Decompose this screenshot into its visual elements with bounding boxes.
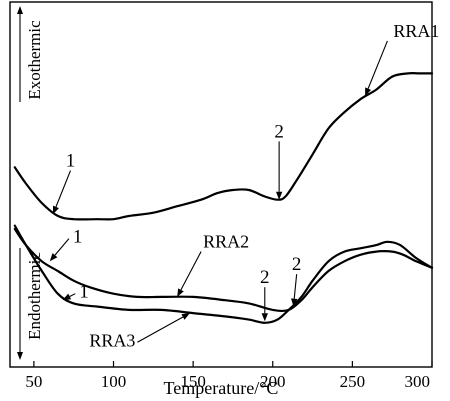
x-tick-label: 150 [180, 372, 206, 391]
annotation-label: 2 [274, 121, 284, 142]
exothermic-label: Exothermic [25, 20, 44, 100]
annotation-arrowhead [261, 313, 268, 322]
annotation-arrowhead [181, 313, 190, 320]
annotation-label: 2 [292, 254, 302, 275]
annotation-arrowhead [62, 293, 72, 301]
x-tick-label: 300 [405, 372, 431, 391]
plot-frame [9, 1, 433, 368]
annotation-arrowhead [49, 253, 58, 262]
curve-rra3 [13, 224, 434, 324]
endothermic-label: Endothermic [25, 252, 44, 340]
x-axis-label: Temperature/°C [164, 378, 279, 398]
annotation-label: 1 [73, 227, 83, 248]
annotation-arrow [367, 40, 388, 89]
x-ticks: 50 100 150 200 250 300 [25, 361, 433, 391]
annotation-label: RRA3 [89, 330, 135, 350]
annotations: 1 2 RRA1 1 1 RRA2 RRA3 2 2 [49, 21, 439, 350]
annotation-arrow [54, 238, 70, 256]
curve-rra2 [13, 227, 434, 313]
annotation-arrow [55, 170, 72, 208]
curve-rra1 [13, 72, 434, 221]
annotation-arrowhead [291, 298, 298, 307]
x-tick-label: 200 [260, 372, 286, 391]
annotation-label: 1 [79, 282, 89, 303]
endothermic-indicator: Endothermic [17, 248, 44, 360]
x-tick-label: 50 [25, 372, 42, 391]
annotation-label: RRA1 [393, 21, 439, 41]
annotation-arrowhead [177, 288, 184, 297]
annotation-label: 1 [66, 151, 76, 172]
annotation-arrowhead [365, 87, 372, 97]
x-tick-label: 250 [340, 372, 366, 391]
annotation-arrowhead [275, 191, 283, 200]
annotation-arrow [137, 316, 184, 343]
x-tick-label: 100 [101, 372, 127, 391]
annotation-label: RRA2 [203, 232, 249, 252]
curves [13, 72, 434, 324]
annotation-label: 2 [260, 267, 270, 288]
annotation-arrowhead [52, 205, 59, 215]
annotation-arrow [293, 274, 298, 299]
endothermic-arrowhead [17, 352, 23, 360]
annotation-arrow [180, 251, 202, 291]
exothermic-indicator: Exothermic [17, 6, 44, 102]
exothermic-arrowhead [17, 6, 23, 14]
annotation-arrow [69, 293, 76, 298]
